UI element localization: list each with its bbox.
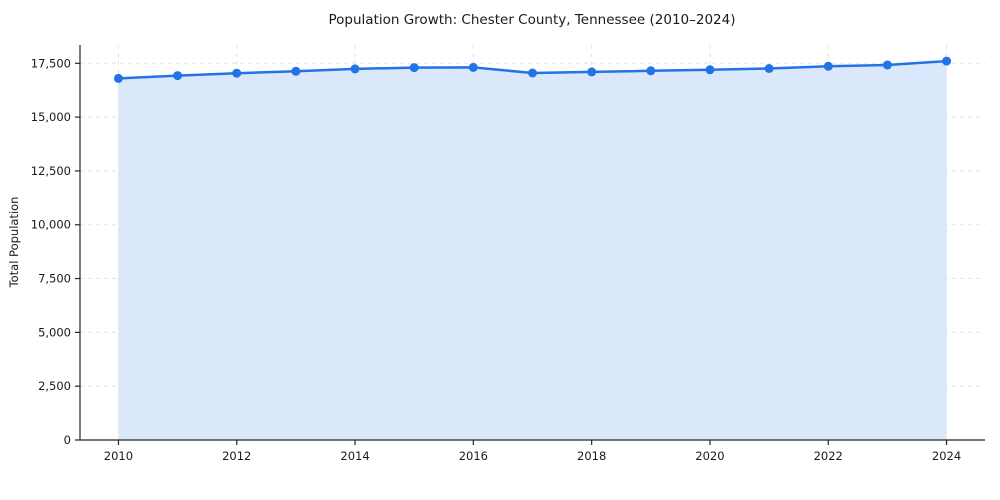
x-tick-label: 2014 [340, 449, 369, 463]
data-point [291, 66, 301, 76]
y-tick-label: 7,500 [38, 272, 71, 286]
data-point [173, 71, 183, 81]
data-point [646, 66, 656, 76]
x-tick-label: 2022 [814, 449, 843, 463]
x-tick-label: 2024 [932, 449, 961, 463]
data-point [823, 61, 833, 71]
chart-title: Population Growth: Chester County, Tenne… [329, 12, 736, 28]
data-point [409, 63, 419, 73]
data-point [705, 65, 715, 75]
area-fill [118, 61, 947, 440]
data-point [350, 64, 360, 74]
y-axis-label: Total Population [7, 197, 21, 289]
data-point [113, 73, 123, 83]
y-tick-label: 5,000 [38, 325, 71, 339]
x-tick-label: 2018 [577, 449, 606, 463]
x-tick-label: 2020 [695, 449, 724, 463]
data-point [882, 60, 892, 70]
data-point [764, 64, 774, 73]
x-tick-label: 2016 [459, 449, 488, 463]
data-point [468, 62, 478, 72]
y-tick-label: 2,500 [38, 379, 71, 393]
data-point [587, 67, 597, 77]
series-layer [113, 56, 952, 440]
data-point [528, 68, 537, 78]
y-tick-label: 17,500 [31, 56, 71, 70]
data-point [232, 68, 242, 78]
axes-layer: 0 2,500 5,000 7,500 10,000 12,500 15,000 17,500… [31, 45, 985, 463]
y-tick-label: 0 [64, 433, 71, 447]
y-tick-label: 10,000 [31, 218, 71, 232]
y-tick-label: 12,500 [31, 164, 71, 178]
x-tick-label: 2010 [104, 449, 133, 463]
x-tick-label: 2012 [222, 449, 251, 463]
data-point [942, 56, 952, 66]
y-tick-label: 15,000 [31, 110, 71, 124]
